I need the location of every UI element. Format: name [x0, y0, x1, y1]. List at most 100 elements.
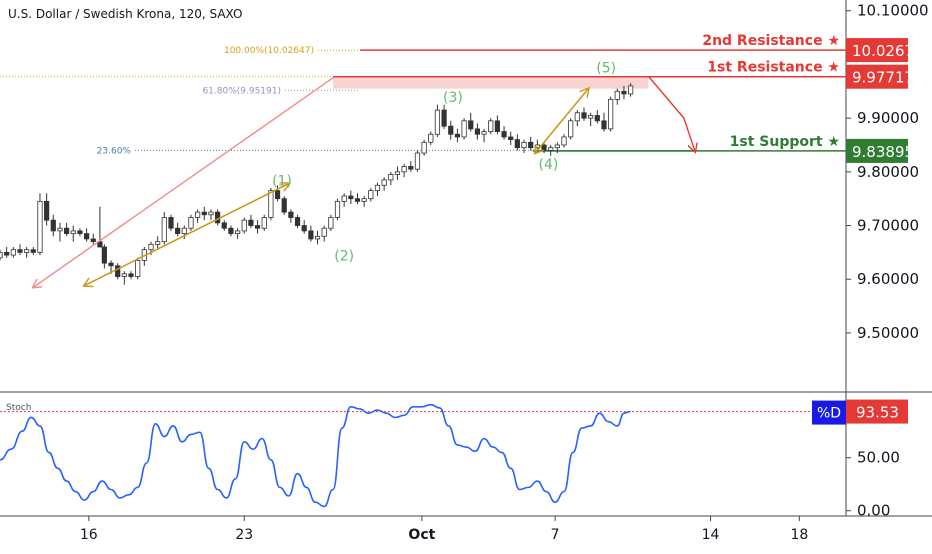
candle-body [534, 144, 540, 149]
candle [121, 271, 127, 285]
candle-body [328, 217, 334, 229]
candle [361, 196, 367, 207]
candle [441, 104, 447, 129]
candle-body [381, 179, 387, 186]
price-tick-label: 9.60000 [857, 270, 919, 288]
candle-body [421, 141, 427, 154]
candle [195, 209, 201, 223]
candle-body [90, 238, 96, 243]
candle-body [321, 227, 327, 237]
candle-body [228, 227, 234, 234]
candle-body [548, 147, 554, 151]
candle [381, 177, 387, 191]
candle-body [115, 265, 121, 277]
candle [581, 107, 587, 121]
fib-label: 61.80%(9.95191) [202, 86, 281, 96]
candle-body [24, 249, 30, 253]
candle-body [494, 120, 500, 132]
candle-body [568, 120, 574, 138]
candle-body [528, 141, 534, 149]
candle [474, 123, 481, 140]
candle-body [428, 133, 434, 143]
candle-body [64, 227, 70, 234]
trend-arrow [33, 77, 334, 287]
candle [348, 190, 354, 205]
candle [30, 247, 36, 256]
stoch-value-text: 93.53 [856, 404, 899, 422]
candle-body [254, 225, 261, 229]
level-label-first_support: 1st Support ★ [730, 134, 840, 150]
candle [10, 247, 16, 258]
candle-body [348, 195, 354, 200]
candle-body [441, 109, 447, 127]
candle-body [474, 128, 481, 135]
candle [181, 225, 187, 239]
candle [64, 222, 70, 237]
candle [24, 247, 30, 258]
candle [368, 187, 374, 202]
candle [135, 257, 141, 280]
candle-body [561, 136, 567, 146]
candle [461, 118, 467, 140]
candle-body [408, 166, 414, 170]
candle-body [261, 217, 267, 229]
candle-body [341, 195, 347, 202]
stoch-series-badge [812, 400, 846, 425]
candle [228, 225, 234, 237]
candle-body [414, 152, 421, 170]
candle-body [248, 219, 254, 226]
candle [594, 110, 600, 124]
candle-body [401, 166, 407, 173]
candle [288, 209, 294, 223]
candle [608, 96, 614, 132]
candle-body [135, 260, 141, 277]
candle [334, 198, 341, 221]
candle [201, 206, 207, 221]
candle [374, 182, 381, 196]
candle-body [121, 273, 127, 277]
candle-body [155, 241, 161, 245]
candle-body [608, 98, 614, 130]
candle-body [368, 190, 374, 200]
time-tick-label: Oct [408, 527, 435, 543]
level-badge-value: 9.97717 [852, 69, 914, 87]
candle-body [448, 125, 454, 135]
candle [428, 131, 434, 145]
candle [401, 163, 407, 178]
candle [241, 217, 247, 234]
candle-body [201, 211, 207, 216]
candle-body [97, 241, 103, 248]
candle-body [481, 131, 487, 135]
candle [388, 171, 394, 186]
candle-body [394, 171, 401, 175]
candle [508, 131, 514, 145]
candle-body [44, 200, 50, 221]
candle [188, 214, 194, 231]
candle [468, 112, 474, 132]
candle-body [50, 219, 56, 232]
candle-body [241, 219, 247, 232]
candle [161, 212, 167, 245]
stochastic-pane: Stoch [0, 403, 846, 508]
candle-body [508, 136, 514, 141]
candle [44, 193, 50, 226]
candle-body [168, 217, 174, 229]
candle [17, 244, 23, 256]
candle-body [301, 225, 307, 232]
candle-body [195, 211, 201, 218]
candle-body [308, 230, 314, 240]
candle [421, 139, 427, 156]
candle-body [57, 227, 63, 232]
candle [221, 220, 227, 231]
candle [354, 193, 361, 205]
candle [521, 139, 527, 154]
candle [488, 118, 494, 135]
candle [614, 88, 620, 105]
candle [588, 112, 594, 127]
level-badge-first_resistance [846, 64, 908, 89]
candle-body [108, 262, 114, 267]
candle-body [614, 90, 620, 100]
candle-body [294, 217, 301, 226]
time-tick-label: 23 [235, 527, 253, 543]
